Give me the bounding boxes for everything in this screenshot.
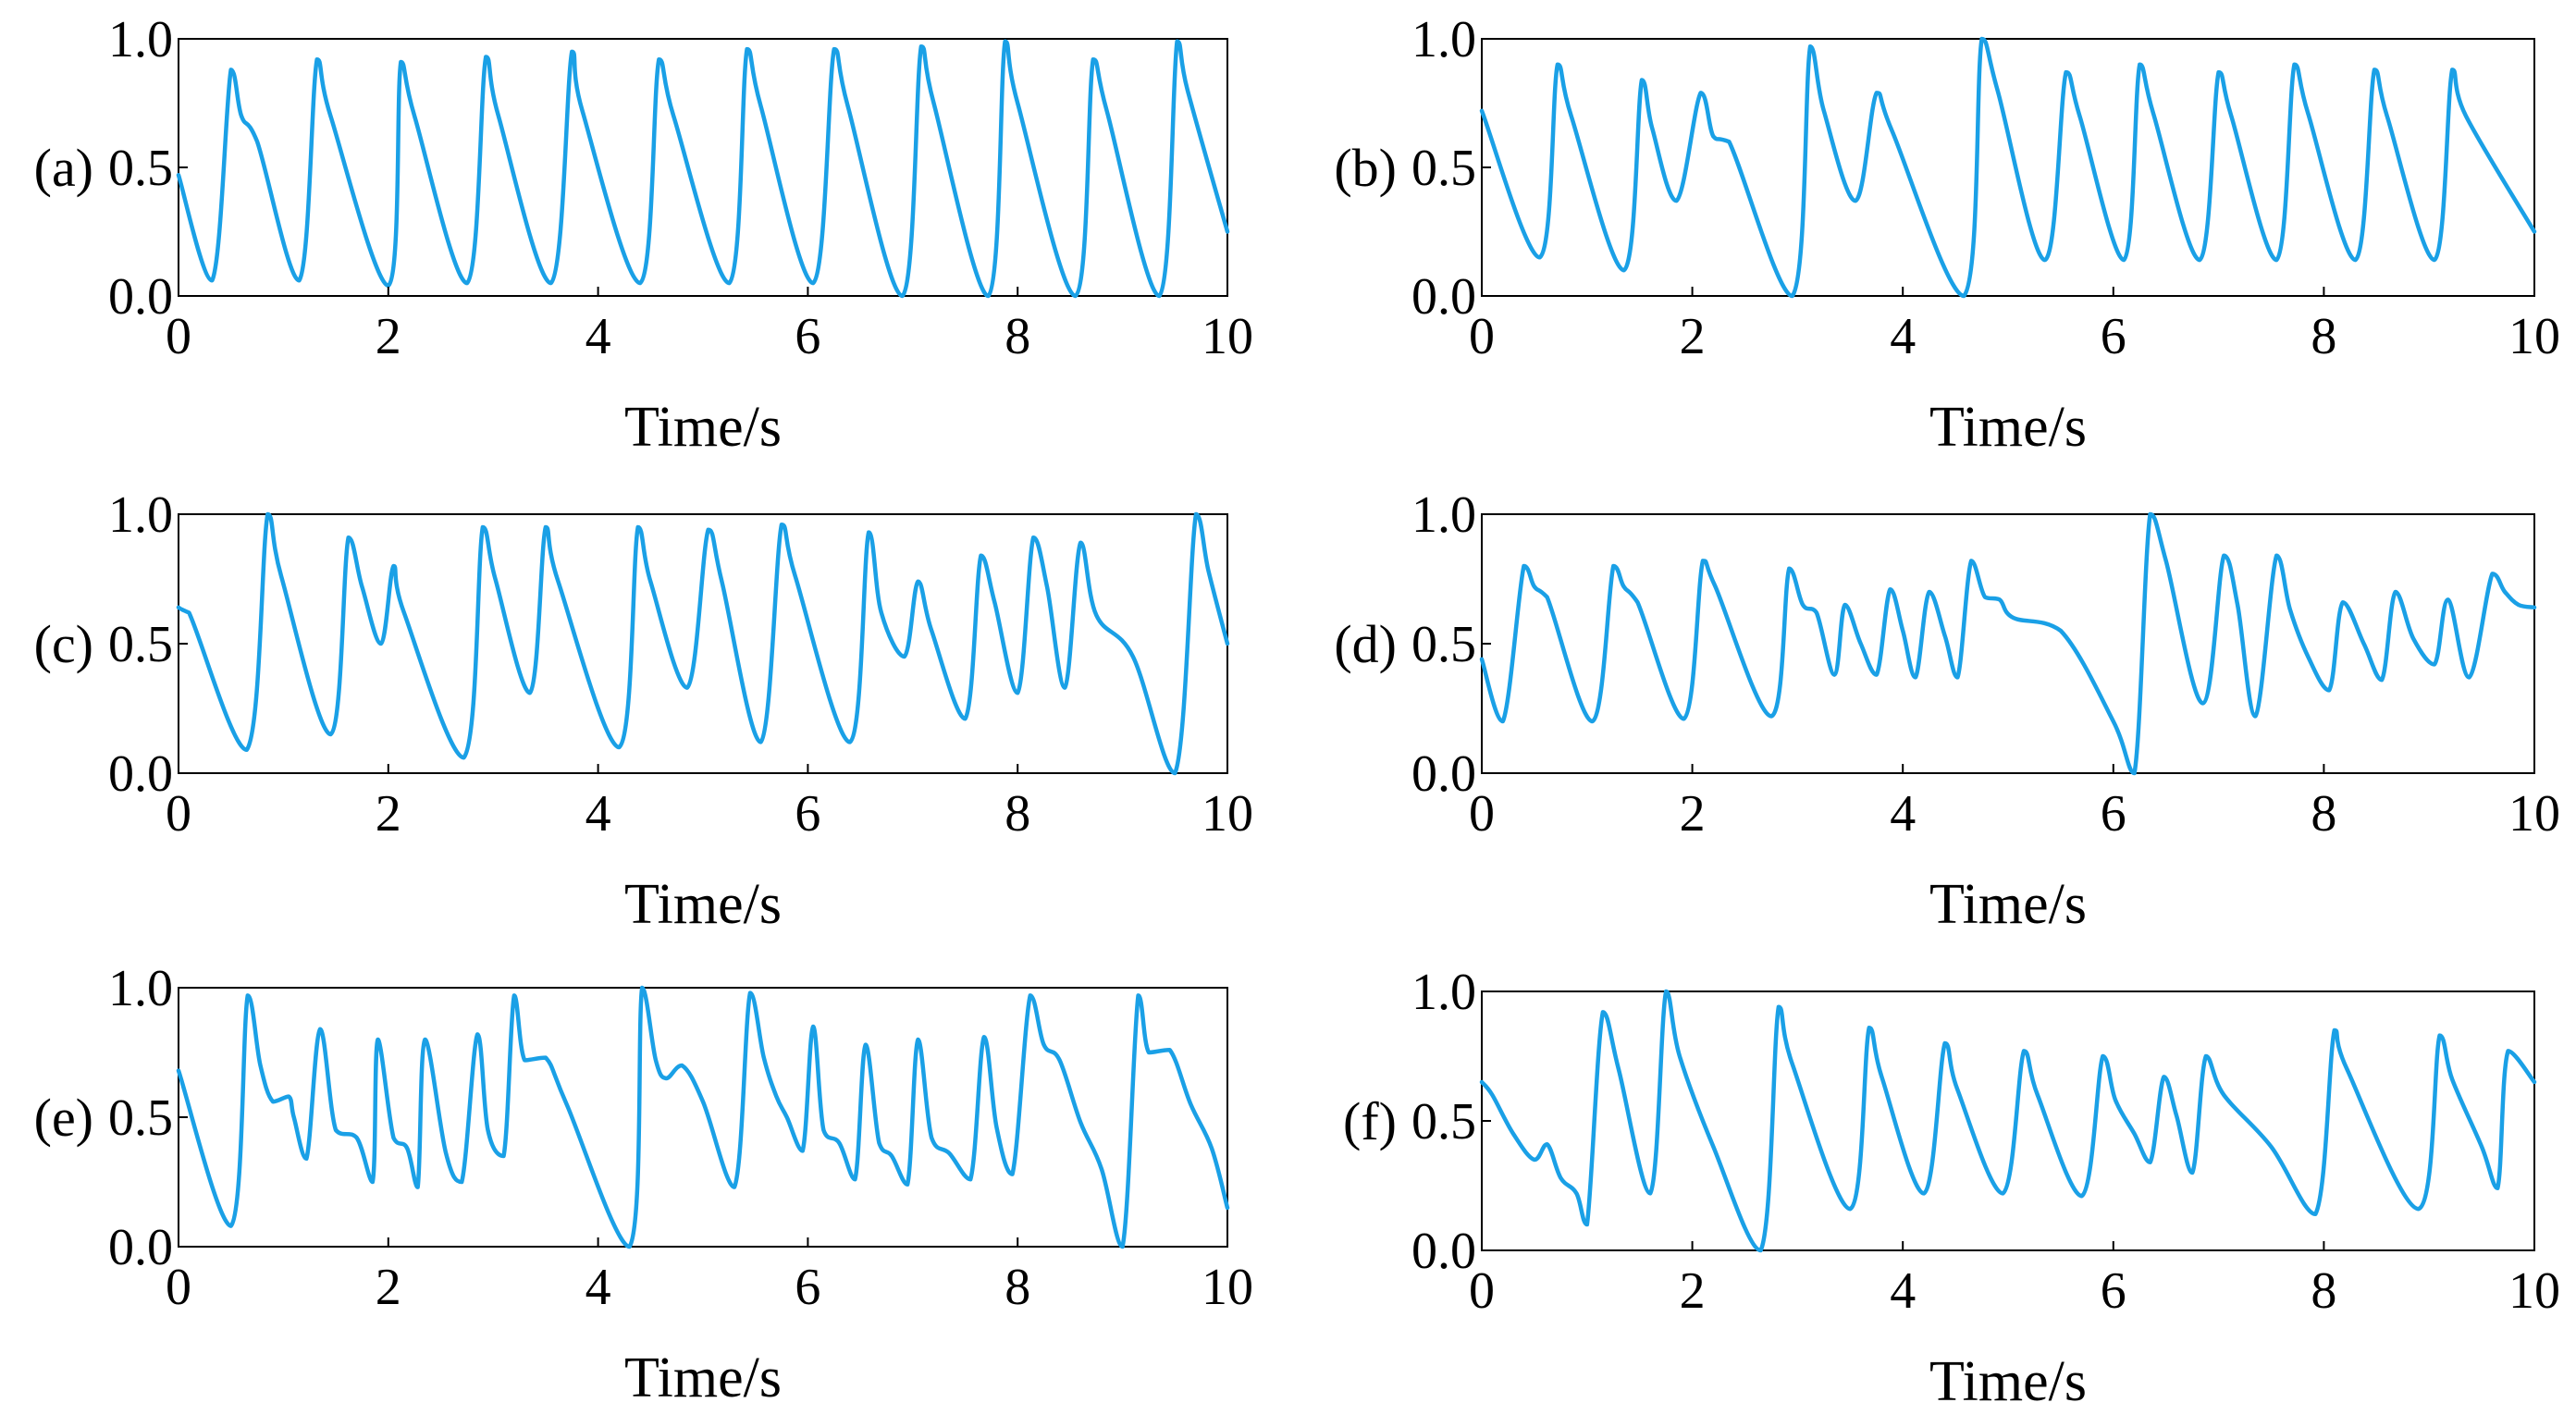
panel-d-xtick-label: 4 [1890,785,1916,843]
panel-b-xtick-label: 6 [2101,308,2126,365]
panel-a-xtick-label: 0 [166,308,191,365]
panel-a: (a) Time/s 0 2 4 6 8 10 0.0 0.5 1.0 [34,11,1253,459]
panel-f-xtick-label: 6 [2101,1262,2126,1320]
panel-c-xtick-label: 8 [1005,785,1030,843]
panel-c: (c) Time/s 0 2 4 6 8 10 0.0 0.5 1.0 [34,486,1253,936]
panel-b-xtick-label: 4 [1890,308,1916,365]
panel-d-xtick-label: 10 [2508,785,2560,843]
panel-a-tag: (a) [34,138,93,198]
panel-f-xtick-label: 0 [1469,1262,1495,1320]
panel-f-tag: (f) [1343,1091,1397,1151]
panel-c-xtick-label: 4 [585,785,611,843]
panel-c-series-line [176,511,1230,776]
panel-a-xtick-label: 4 [585,308,611,365]
panel-a-ytick-label: 0.0 [108,268,173,326]
panel-a-xtick-label: 6 [795,308,820,365]
panel-c-xtick-label: 6 [795,785,820,843]
panel-c-xtick-label: 10 [1202,785,1253,843]
panel-d-ytick-label: 0.5 [1411,616,1476,673]
panel-d-xtick-label: 2 [1680,785,1706,843]
panel-e-series-line [176,985,1230,1249]
panel-e-xtick-label: 4 [585,1259,611,1316]
panel-f-ytick-label: 0.0 [1411,1223,1476,1280]
panel-d-tag: (d) [1334,614,1397,674]
panel-a-series-line [176,39,1230,299]
panel-b-series-line [1479,36,2537,299]
panel-c-tag: (c) [34,614,93,674]
panel-a-xtick-label: 2 [376,308,401,365]
panel-b-tag: (b) [1334,138,1397,198]
panel-d-ytick-label: 1.0 [1411,486,1476,544]
panel-c-xtick-label: 2 [376,785,401,843]
panel-e-xtick-label: 6 [795,1259,820,1316]
panel-c-xlabel: Time/s [624,873,782,936]
panel-f-xlabel: Time/s [1929,1350,2087,1413]
panel-e-ytick-label: 0.0 [108,1219,173,1276]
panel-b-xtick-label: 8 [2311,308,2336,365]
panel-e-xtick-label: 2 [376,1259,401,1316]
panel-e-xtick-label: 8 [1005,1259,1030,1316]
panel-e-frame [178,987,1228,1248]
panel-b-ytick-label: 0.5 [1411,140,1476,197]
panel-e-tag: (e) [34,1088,93,1148]
panel-e-ytick-label: 1.0 [108,960,173,1017]
panel-e: (e) Time/s 0 2 4 6 8 10 0.0 0.5 1.0 [34,960,1253,1409]
panel-a-ytick-label: 0.5 [108,140,173,197]
panel-d-series-line [1479,511,2537,776]
panel-c-ytick-label: 0.0 [108,745,173,803]
panel-f-xtick-label: 2 [1680,1262,1706,1320]
panel-f-xtick-label: 4 [1890,1262,1916,1320]
panel-e-xtick-label: 10 [1202,1259,1253,1316]
panel-a-xlabel: Time/s [624,396,782,459]
panel-c-ytick-label: 0.5 [108,616,173,673]
panel-f-ytick-label: 0.5 [1411,1093,1476,1150]
panel-a-xtick-label: 10 [1202,308,1253,365]
panel-b: (b) Time/s 0 2 4 6 8 10 0.0 0.5 1.0 [1334,11,2560,459]
panel-f-ytick-label: 1.0 [1411,964,1476,1021]
panel-d-xtick-label: 8 [2311,785,2336,843]
panel-f-series-line [1479,989,2537,1253]
panel-d-xtick-label: 6 [2101,785,2126,843]
panel-b-xtick-label: 0 [1469,308,1495,365]
panel-b-xtick-label: 2 [1680,308,1706,365]
panel-d-xtick-label: 0 [1469,785,1495,843]
panel-a-frame [178,38,1228,297]
panel-d: (d) Time/s 0 2 4 6 8 10 0.0 0.5 1.0 [1334,486,2560,936]
panel-f-frame [1481,990,2535,1251]
panel-b-ytick-label: 0.0 [1411,268,1476,326]
panel-e-xtick-label: 0 [166,1259,191,1316]
panel-b-xtick-label: 10 [2508,308,2560,365]
panel-d-ytick-label: 0.0 [1411,745,1476,803]
panel-c-xtick-label: 0 [166,785,191,843]
panel-e-ytick-label: 0.5 [108,1089,173,1147]
panel-a-ytick-label: 1.0 [108,11,173,68]
panel-d-xlabel: Time/s [1929,873,2087,936]
panel-c-ytick-label: 1.0 [108,486,173,544]
panel-b-ytick-label: 1.0 [1411,11,1476,68]
panel-f-xtick-label: 10 [2508,1262,2560,1320]
panel-f-xtick-label: 8 [2311,1262,2336,1320]
panel-b-xlabel: Time/s [1929,396,2087,459]
panel-f: (f) Time/s 0 2 4 6 8 10 0.0 0.5 1.0 [1343,964,2560,1413]
panel-a-xtick-label: 8 [1005,308,1030,365]
panel-d-frame [1481,513,2535,774]
panel-e-xlabel: Time/s [624,1347,782,1409]
